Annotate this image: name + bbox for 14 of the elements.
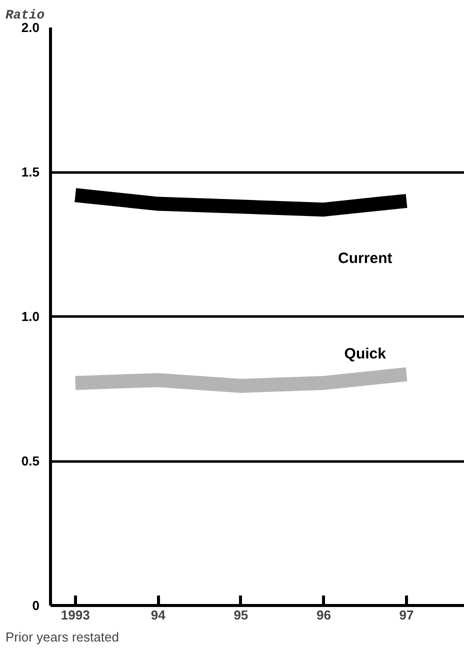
y-tick-label: 0.5 (21, 454, 40, 468)
x-tick-label: 94 (150, 608, 166, 622)
text: Prior years restated (6, 630, 119, 644)
x-tick-label: 1993 (60, 608, 90, 622)
y-tick-label: 0 (32, 598, 40, 613)
x-tick-label: 95 (234, 608, 248, 622)
y-axis-title: Ratio (6, 8, 45, 22)
y-tick-label: 1.0 (21, 309, 40, 324)
y-tick-label: 1.5 (21, 164, 40, 180)
text: Current (338, 250, 392, 268)
x-tick-label: 96 (316, 608, 331, 622)
series-label: Quick (344, 346, 387, 363)
y-tick-label: 2.0 (21, 20, 40, 35)
x-tick-label: 97 (399, 608, 414, 622)
